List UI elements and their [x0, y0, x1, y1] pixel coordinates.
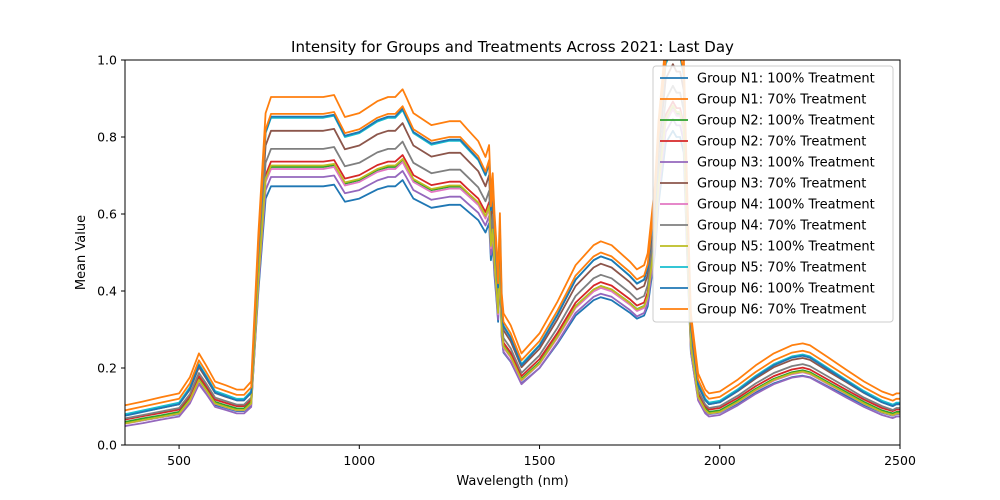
chart-title: Intensity for Groups and Treatments Acro…: [291, 38, 734, 56]
legend-label: Group N2: 100% Treatment: [697, 114, 875, 129]
y-tick-label: 0.4: [97, 284, 117, 299]
legend-label: Group N5: 70% Treatment: [697, 261, 866, 276]
x-tick-label: 1500: [524, 453, 556, 468]
legend-label: Group N1: 100% Treatment: [697, 72, 875, 87]
y-axis: 0.0 0.2 0.4 0.6 0.8 1.0: [97, 53, 125, 453]
x-axis: 500 1000 1500 2000 2500: [167, 445, 916, 468]
legend-label: Group N3: 100% Treatment: [697, 156, 875, 171]
legend-label: Group N4: 100% Treatment: [697, 198, 875, 213]
y-tick-label: 0.2: [97, 361, 117, 376]
legend-label: Group N4: 70% Treatment: [697, 219, 866, 234]
series-layer: [125, 60, 900, 427]
y-tick-label: 0.8: [97, 130, 117, 145]
legend-label: Group N2: 70% Treatment: [697, 135, 866, 150]
y-tick-label: 0.6: [97, 207, 117, 222]
x-tick-label: 1000: [343, 453, 375, 468]
y-tick-label: 1.0: [97, 53, 117, 68]
x-tick-label: 2000: [704, 453, 736, 468]
legend: Group N1: 100% Treatment Group N1: 70% Tr…: [652, 65, 894, 323]
legend-label: Group N6: 100% Treatment: [697, 282, 875, 297]
x-tick-label: 500: [167, 453, 191, 468]
legend-label: Group N6: 70% Treatment: [697, 303, 866, 318]
x-tick-label: 2500: [884, 453, 916, 468]
legend-label: Group N1: 70% Treatment: [697, 93, 866, 108]
legend-label: Group N5: 100% Treatment: [697, 240, 875, 255]
y-axis-title: Mean Value: [74, 215, 89, 290]
y-tick-label: 0.0: [97, 438, 117, 453]
series-line-12: [125, 60, 900, 412]
plot-frame: [124, 59, 901, 446]
x-axis-title: Wavelength (nm): [456, 474, 568, 489]
legend-label: Group N3: 70% Treatment: [697, 177, 866, 192]
legend-box: [652, 65, 894, 323]
